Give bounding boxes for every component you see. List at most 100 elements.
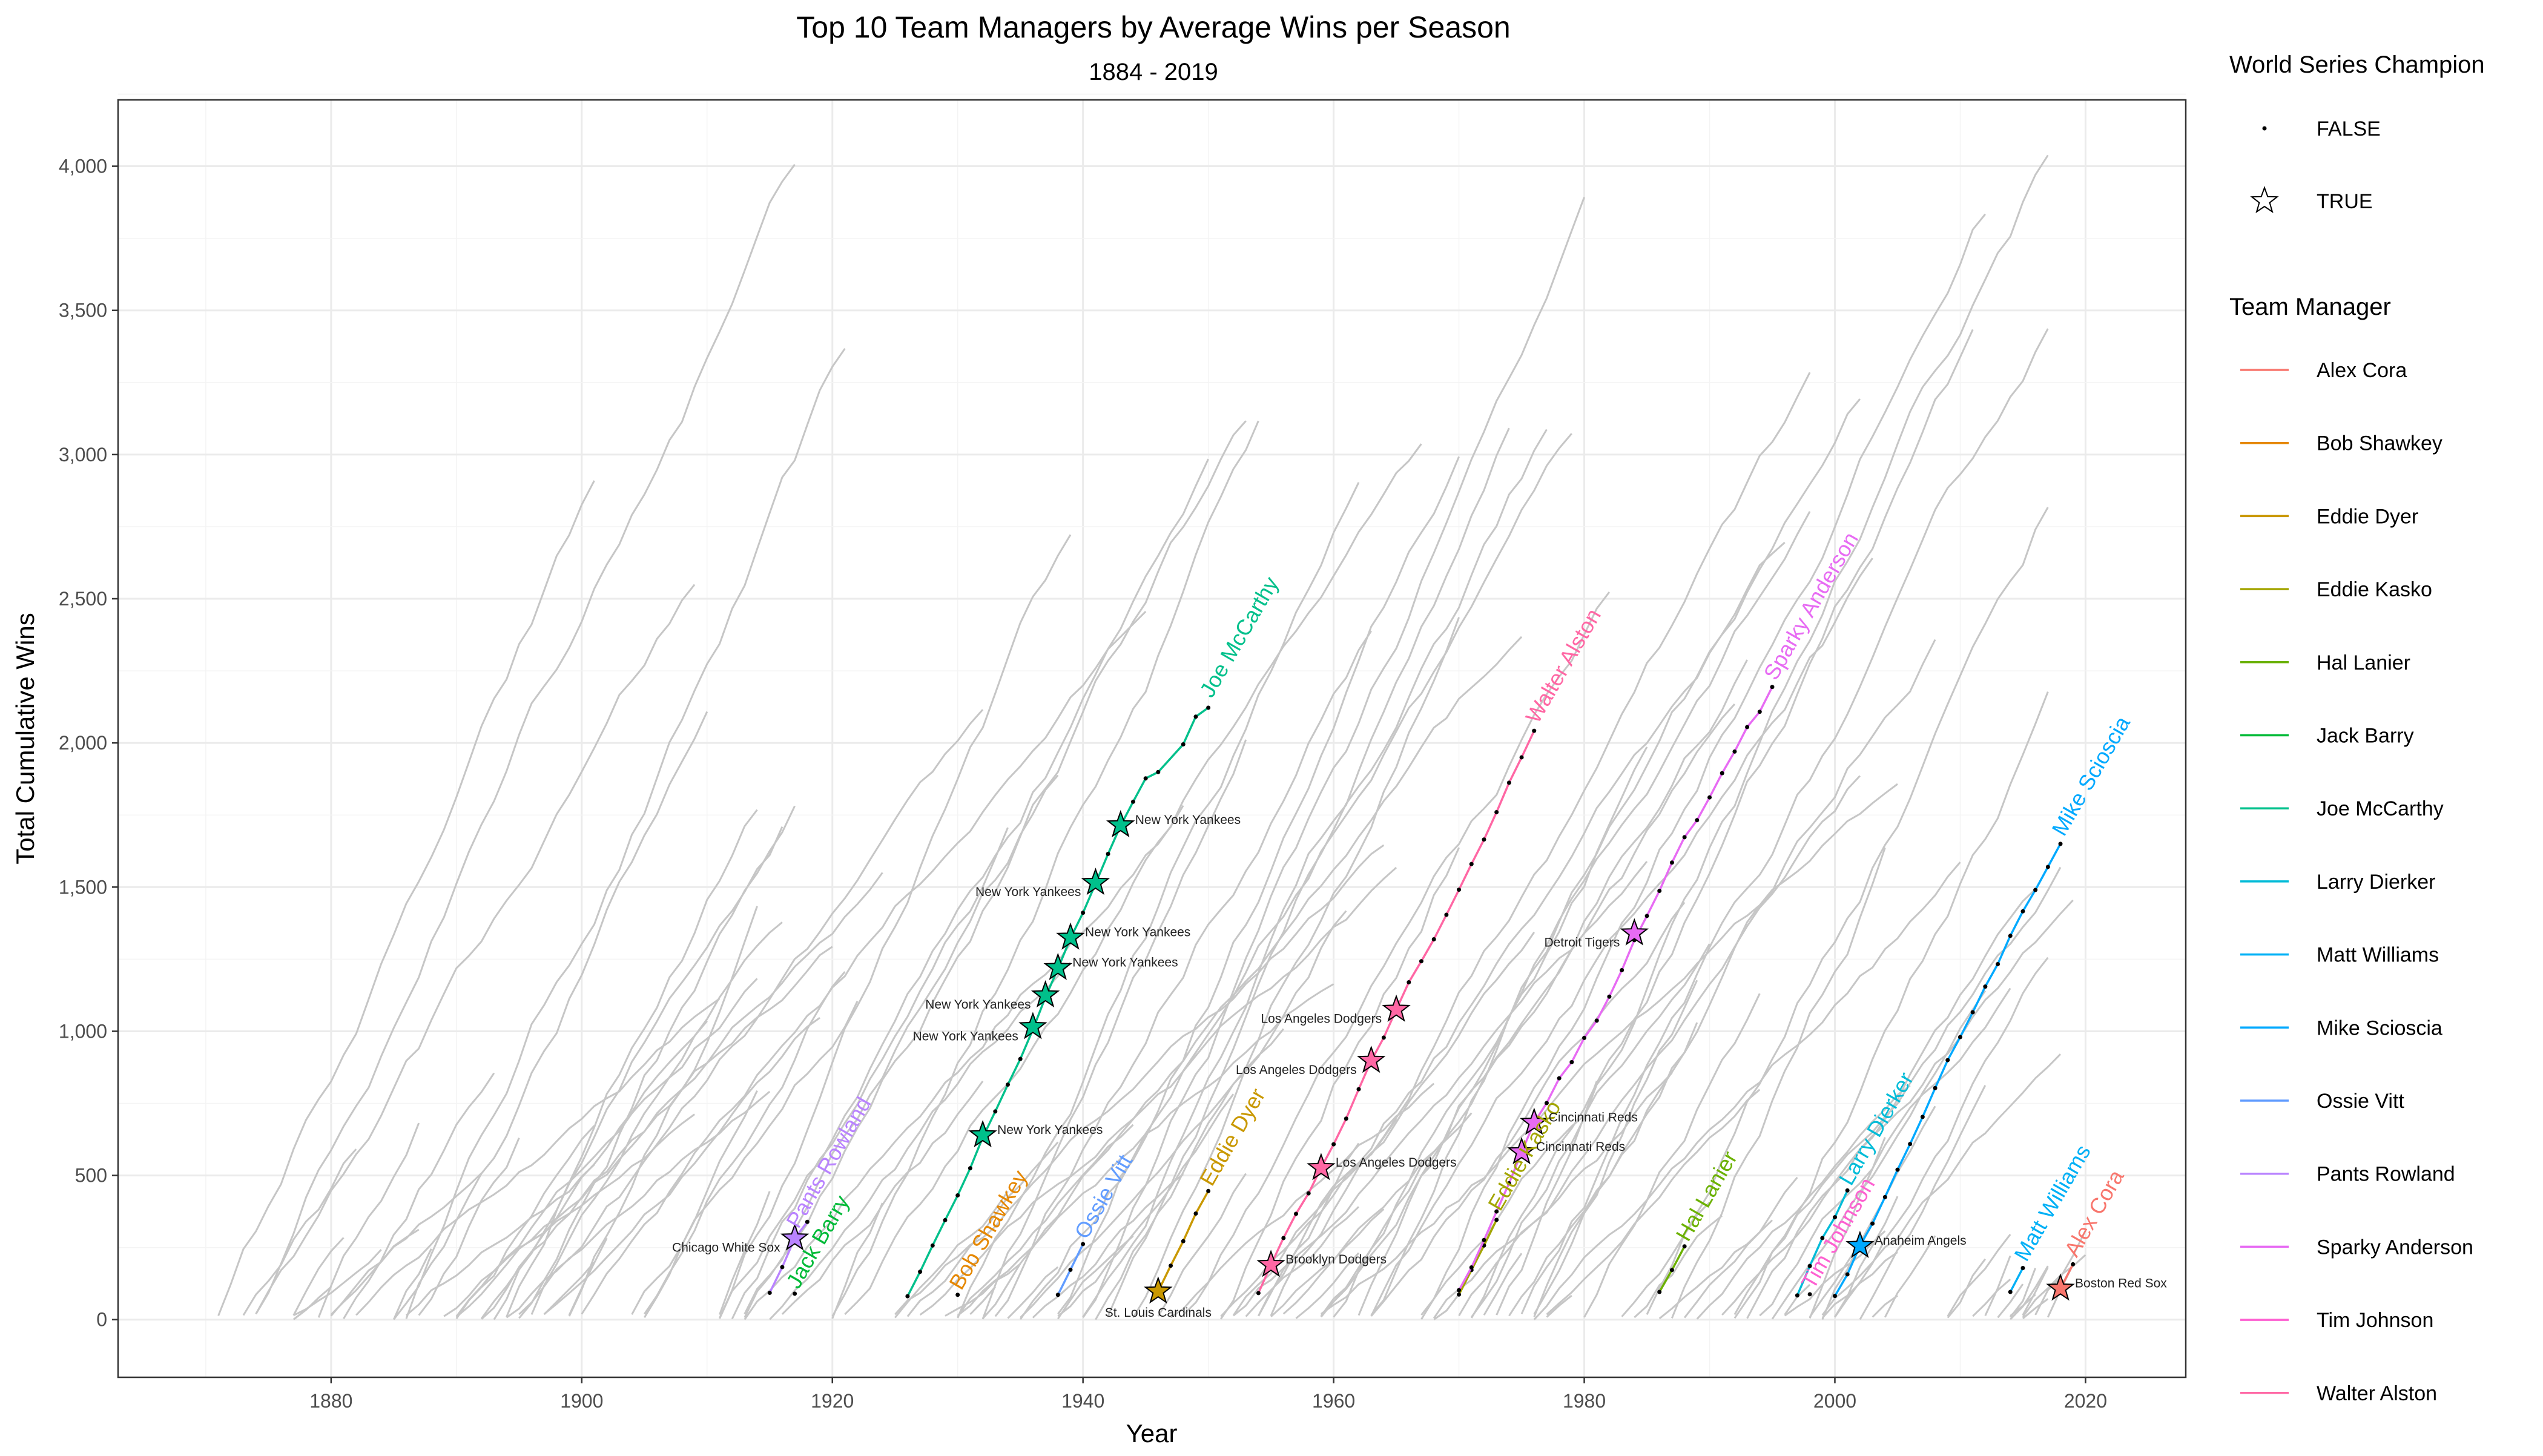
data-point <box>918 1270 923 1274</box>
legend-color-label: Bob Shawkey <box>2317 432 2442 455</box>
context-line <box>1483 1253 1523 1316</box>
data-point <box>943 1217 948 1222</box>
champion-star <box>1031 980 1060 1008</box>
data-point <box>780 1265 785 1270</box>
context-line <box>1082 427 1510 1318</box>
data-point <box>2020 1265 2025 1270</box>
context-line <box>1057 1235 1134 1320</box>
champion-team-label: St. Louis Cardinals <box>1105 1306 1212 1320</box>
champion-star <box>2046 1273 2075 1301</box>
context-line <box>255 163 796 1315</box>
context-line <box>1533 861 1961 1320</box>
series-matt-williams <box>2008 1265 2025 1294</box>
context-line <box>506 809 758 1317</box>
context-line <box>1245 1206 1360 1317</box>
context-line <box>543 1016 820 1315</box>
context-line <box>1721 899 2074 1316</box>
data-point <box>1482 837 1486 842</box>
chart-subtitle: 1884 - 2019 <box>1089 59 1218 85</box>
legend-color-label: Ossie Vitt <box>2317 1090 2404 1113</box>
x-tick-label: 2000 <box>1813 1390 1856 1412</box>
data-point <box>1193 714 1198 719</box>
data-point <box>1457 888 1462 892</box>
legend-star-symbol <box>2250 186 2279 214</box>
data-point <box>1306 1191 1311 1196</box>
context-line <box>1458 775 1861 1316</box>
context-line <box>317 1122 420 1318</box>
series-ossie-vitt <box>1055 1242 1086 1297</box>
context-line <box>1784 1230 1886 1317</box>
data-point <box>1845 1188 1850 1193</box>
series-jack-barry <box>793 1291 797 1296</box>
context-line <box>1333 398 1861 1318</box>
context-line <box>343 1072 495 1319</box>
champion-team-label: Los Angeles Dodgers <box>1261 1012 1382 1026</box>
data-point <box>1331 1142 1336 1147</box>
y-axis-title: Total Cumulative Wins <box>11 613 39 864</box>
series-bob-shawkey <box>955 1293 960 1297</box>
legend-color-label: Mike Scioscia <box>2317 1016 2442 1039</box>
context-line <box>518 805 796 1319</box>
data-point <box>1770 685 1775 690</box>
context-line <box>969 1286 996 1316</box>
data-point <box>1569 1059 1574 1064</box>
champion-team-label: Anaheim Angels <box>1875 1234 1967 1248</box>
context-line <box>769 961 1072 1320</box>
data-point <box>1745 725 1750 730</box>
legend-color-label: Eddie Kasko <box>2317 578 2432 601</box>
series-alex-cora <box>2046 1262 2076 1301</box>
data-point <box>905 1294 910 1299</box>
champion-star <box>1256 1250 1285 1277</box>
series-walter-alston <box>1256 728 1537 1296</box>
legend-color-label: Pants Rowland <box>2317 1163 2455 1186</box>
data-point <box>1970 1010 1975 1015</box>
context-line <box>1947 1233 2011 1317</box>
data-point <box>1494 1209 1499 1214</box>
context-line <box>1107 429 1548 1317</box>
data-point <box>767 1290 772 1295</box>
data-point <box>1657 1290 1662 1294</box>
context-line <box>1634 1214 1723 1319</box>
context-line <box>1546 1294 1572 1318</box>
context-line <box>1859 1085 1987 1320</box>
y-tick-label: 4,000 <box>59 156 107 177</box>
context-line <box>1220 847 1460 1320</box>
data-point <box>1169 1263 1173 1268</box>
y-tick-label: 2,500 <box>59 588 107 610</box>
champion-star <box>1845 1230 1875 1259</box>
data-point <box>1431 937 1436 942</box>
data-point <box>1281 1236 1286 1240</box>
data-point <box>1494 1217 1499 1222</box>
context-line <box>744 805 1184 1320</box>
context-line <box>1972 1278 2011 1317</box>
y-tick-label: 0 <box>96 1309 107 1331</box>
y-tick-label: 3,000 <box>59 444 107 466</box>
context-line <box>945 1263 1021 1317</box>
champion-team-label: New York Yankees <box>1085 926 1190 940</box>
context-line <box>292 1286 332 1320</box>
context-line <box>957 983 1334 1317</box>
data-point <box>1820 1236 1825 1240</box>
context-line <box>1270 372 1811 1316</box>
champion-star <box>1018 1012 1047 1039</box>
champion-star <box>1357 1046 1386 1073</box>
context-line <box>530 1020 708 1315</box>
champion-team-label: Boston Red Sox <box>2075 1276 2167 1290</box>
champion-star <box>780 1223 810 1251</box>
context-line <box>1621 1201 1710 1317</box>
context-line <box>1370 558 1873 1317</box>
context-line <box>1433 1293 1460 1320</box>
data-point <box>1644 914 1649 918</box>
data-point <box>1457 1288 1462 1293</box>
context-line <box>2022 1267 2049 1316</box>
data-point <box>1958 1035 1962 1039</box>
data-point <box>1682 1244 1687 1249</box>
context-line <box>393 348 846 1320</box>
data-point <box>968 1166 972 1171</box>
data-point <box>2008 1290 2013 1294</box>
data-point <box>1018 1056 1023 1061</box>
context-line <box>919 866 1397 1316</box>
context-line <box>518 709 984 1316</box>
context-line <box>1182 591 1611 1316</box>
